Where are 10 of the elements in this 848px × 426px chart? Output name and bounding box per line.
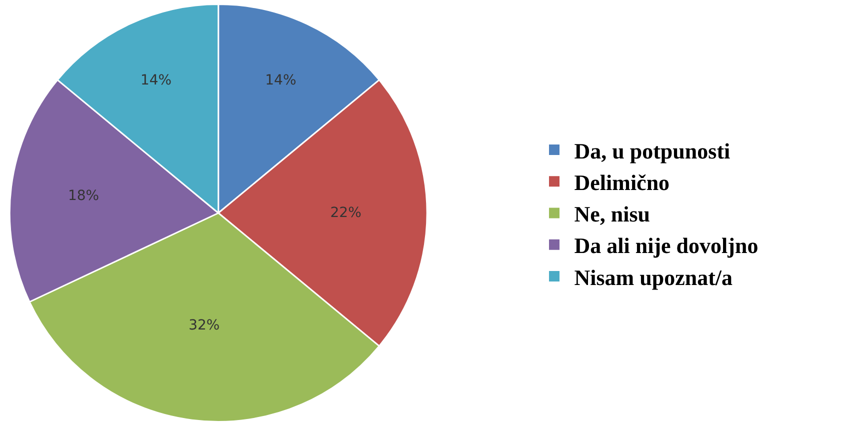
data-label: 14% <box>265 72 296 89</box>
data-label: 14% <box>140 72 172 89</box>
legend-label: Delimično <box>574 170 670 195</box>
legend-label: Da, u potpunosti <box>574 138 730 164</box>
data-label: 18% <box>68 188 100 204</box>
legend-label: Ne, nisu <box>574 202 650 227</box>
data-label: 22% <box>330 205 362 221</box>
data-label: 32% <box>188 317 220 334</box>
legend-label: Da ali nije dovoljno <box>574 233 758 258</box>
legend-label: Nisam upoznat/a <box>574 264 733 290</box>
